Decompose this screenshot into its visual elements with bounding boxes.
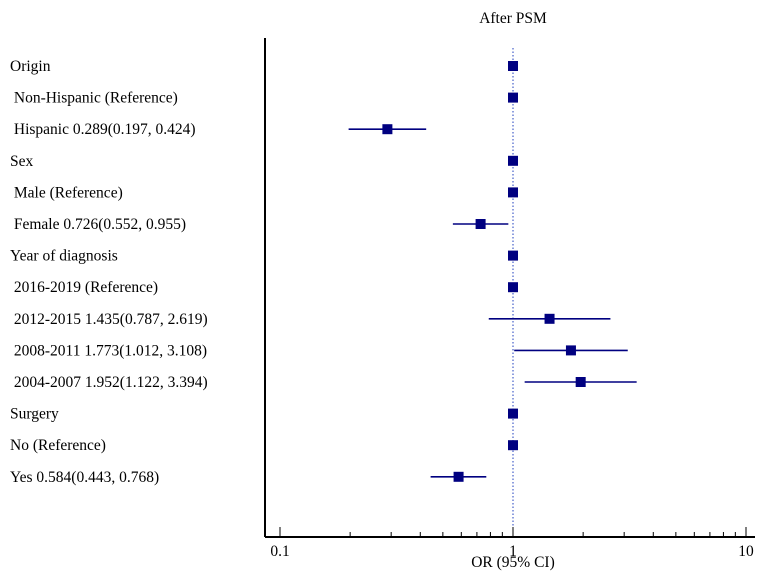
row-label: Origin xyxy=(10,58,51,75)
row-label: Surgery xyxy=(10,406,59,423)
row-label: 2012-2015 1.435(0.787, 2.619) xyxy=(10,311,208,328)
row-label: Sex xyxy=(10,153,34,170)
x-tick-label: 0.1 xyxy=(270,543,289,560)
x-tick-label: 10 xyxy=(738,543,754,560)
row-label: Female 0.726(0.552, 0.955) xyxy=(10,216,186,233)
axis-layer: 0.1 1 10 xyxy=(264,38,755,560)
or-marker xyxy=(565,345,576,356)
or-marker xyxy=(508,250,518,261)
row-label: Hispanic 0.289(0.197, 0.424) xyxy=(10,121,196,138)
or-marker xyxy=(453,471,464,482)
or-marker xyxy=(508,155,518,166)
row-label: No (Reference) xyxy=(10,437,106,454)
or-marker xyxy=(508,408,518,419)
or-marker xyxy=(475,219,486,229)
or-marker xyxy=(508,61,518,71)
or-marker xyxy=(382,124,393,135)
chart-title: After PSM xyxy=(479,10,547,27)
row-label: Male (Reference) xyxy=(10,184,123,201)
x-axis-label: OR (95% CI) xyxy=(471,554,555,571)
or-marker xyxy=(508,92,518,103)
row-label: 2008-2011 1.773(1.012, 3.108) xyxy=(10,342,207,359)
x-tick-label: 1 xyxy=(509,543,517,560)
or-marker xyxy=(544,313,555,324)
markers-layer xyxy=(382,61,586,482)
ci-bars-layer xyxy=(348,128,637,478)
row-labels-layer: Origin Non-Hispanic (Reference) Hispanic… xyxy=(10,58,208,486)
row-label: 2016-2019 (Reference) xyxy=(10,279,158,296)
row-label: Non-Hispanic (Reference) xyxy=(10,90,178,107)
row-label: Year of diagnosis xyxy=(10,248,118,265)
row-label: 2004-2007 1.952(1.122, 3.394) xyxy=(10,374,208,391)
or-marker xyxy=(508,282,518,293)
or-marker xyxy=(508,440,518,451)
row-label: Yes 0.584(0.443, 0.768) xyxy=(10,469,159,486)
or-marker xyxy=(575,377,586,387)
or-marker xyxy=(508,187,518,198)
